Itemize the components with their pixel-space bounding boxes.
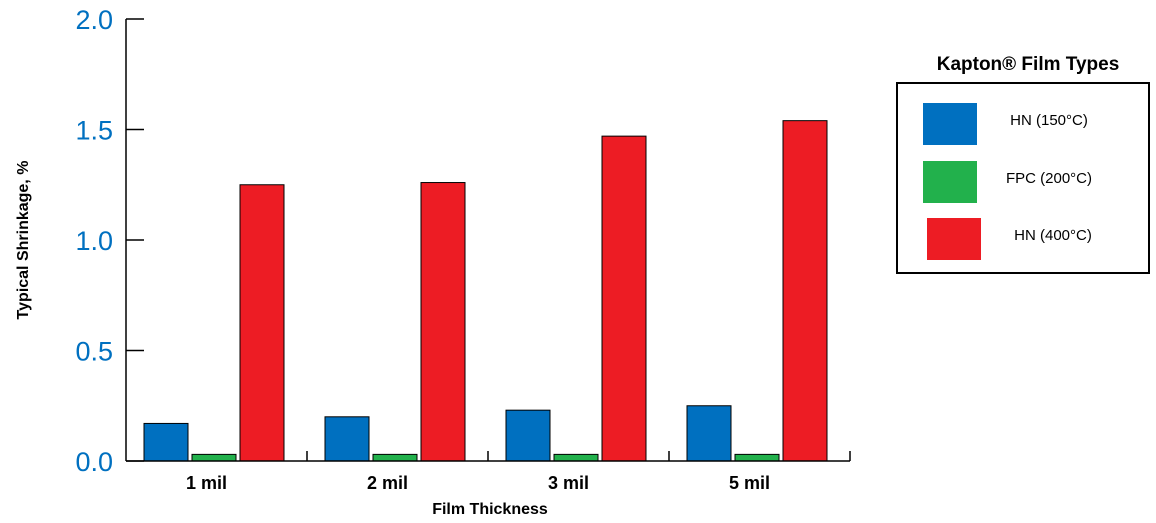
bar-fpc-1 (191, 453, 237, 462)
bar-hn-4 (782, 120, 828, 462)
legend-swatch (923, 103, 977, 145)
legend-label: FPC (200°C) (1006, 170, 1092, 187)
y-tick-label: 0.5 (75, 337, 113, 367)
legend-swatch (927, 218, 981, 260)
y-ticks-group: 0.0 0.5 1.0 1.5 2.0 (75, 5, 144, 477)
x-axis-title: Film Thickness (432, 501, 548, 518)
x-tick-label: 1 mil (186, 473, 227, 493)
bar-hn-3 (601, 135, 647, 462)
bar-fpc-2 (372, 453, 418, 462)
legend-label: HN (150°C) (1010, 112, 1088, 129)
x-tick-label: 5 mil (729, 473, 770, 493)
legend-title: Kapton® Film Types (937, 54, 1120, 75)
y-axis-title: Typical Shrinkage, % (15, 161, 32, 320)
bar-hn-4 (686, 405, 732, 462)
y-tick-label: 2.0 (75, 5, 113, 35)
y-tick-label: 1.5 (75, 116, 113, 146)
x-tick-label: 3 mil (548, 473, 589, 493)
bars-group (143, 120, 828, 462)
legend-items-group: HN (150°C) FPC (200°C) HN (400°C) (923, 103, 1092, 260)
y-tick-label: 0.0 (75, 447, 113, 477)
bar-hn-2 (420, 182, 466, 462)
legend-box (896, 82, 1150, 274)
x-ticks-group: 1 mil 2 mil 3 mil 5 mil (186, 451, 851, 493)
bar-hn-3 (505, 409, 551, 462)
bar-fpc-4 (734, 453, 780, 462)
x-tick-label: 2 mil (367, 473, 408, 493)
bar-hn-1 (143, 422, 189, 462)
legend-swatch (923, 161, 977, 203)
y-tick-label: 1.0 (75, 226, 113, 256)
legend-label: HN (400°C) (1014, 227, 1092, 244)
bar-fpc-3 (553, 453, 599, 462)
bar-hn-2 (324, 416, 370, 462)
bar-hn-1 (239, 184, 285, 462)
